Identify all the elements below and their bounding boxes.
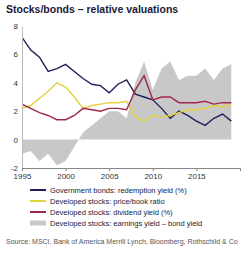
tick: 0 (14, 136, 22, 145)
tick: 2000 (57, 168, 75, 181)
legend-swatch (30, 200, 46, 202)
x-axis: 1995 2000 2005 2010 2015 (14, 168, 241, 181)
legend-item: Government bonds: redemption yield (%) (30, 186, 187, 195)
tick: 2 (14, 107, 22, 116)
tick-label: 2 (14, 107, 19, 116)
legend-label: Developed stocks: earnings yield – bond … (50, 219, 202, 228)
tick-label: 1995 (14, 172, 32, 181)
legend: Government bonds: redemption yield (%) De… (30, 186, 202, 228)
chart-title: Stocks/bonds – relative valuations (6, 3, 178, 15)
plot-area (22, 37, 231, 165)
line-series (22, 76, 231, 120)
tick: 2005 (101, 168, 119, 181)
tick-label: 0 (14, 136, 19, 145)
tick-label: 6 (14, 50, 19, 59)
legend-label: Government bonds: redemption yield (%) (50, 186, 187, 195)
tick: 6 (14, 50, 22, 59)
tick-label: 2005 (101, 172, 119, 181)
source-note: Source: MSCI, Bank of America Merrill Ly… (6, 237, 244, 246)
axis-line (22, 27, 23, 169)
legend-item: Developed stocks: dividend yield (%) (30, 208, 173, 217)
tick-mark (196, 168, 197, 171)
legend-item: Developed stocks: price/book ratio (30, 197, 165, 206)
tick-mark (153, 168, 154, 171)
legend-swatch (30, 221, 46, 226)
tick: 8 (14, 22, 22, 31)
tick: 4 (14, 79, 22, 88)
tick-label: 8 (14, 22, 19, 31)
axis-line (23, 169, 241, 172)
legend-label: Developed stocks: price/book ratio (50, 197, 165, 206)
legend-swatch (30, 211, 46, 213)
tick-mark (22, 168, 23, 171)
area-series (22, 62, 231, 166)
tick-label: 4 (14, 79, 19, 88)
tick-label: 2000 (57, 172, 75, 181)
tick-label: 2010 (144, 172, 162, 181)
tick-label: 2015 (188, 172, 206, 181)
chart: -20246819952000200520102015Government bo… (0, 0, 250, 261)
legend-label: Developed stocks: dividend yield (%) (50, 208, 173, 217)
legend-swatch (30, 189, 46, 191)
tick: 2010 (144, 168, 162, 181)
tick: 2015 (188, 168, 206, 181)
tick: 1995 (14, 168, 32, 181)
y-axis: -202468 (11, 22, 23, 173)
legend-item: Developed stocks: earnings yield – bond … (30, 219, 202, 228)
line-series (22, 37, 231, 125)
tick-mark (66, 168, 67, 171)
tick-mark (109, 168, 110, 171)
